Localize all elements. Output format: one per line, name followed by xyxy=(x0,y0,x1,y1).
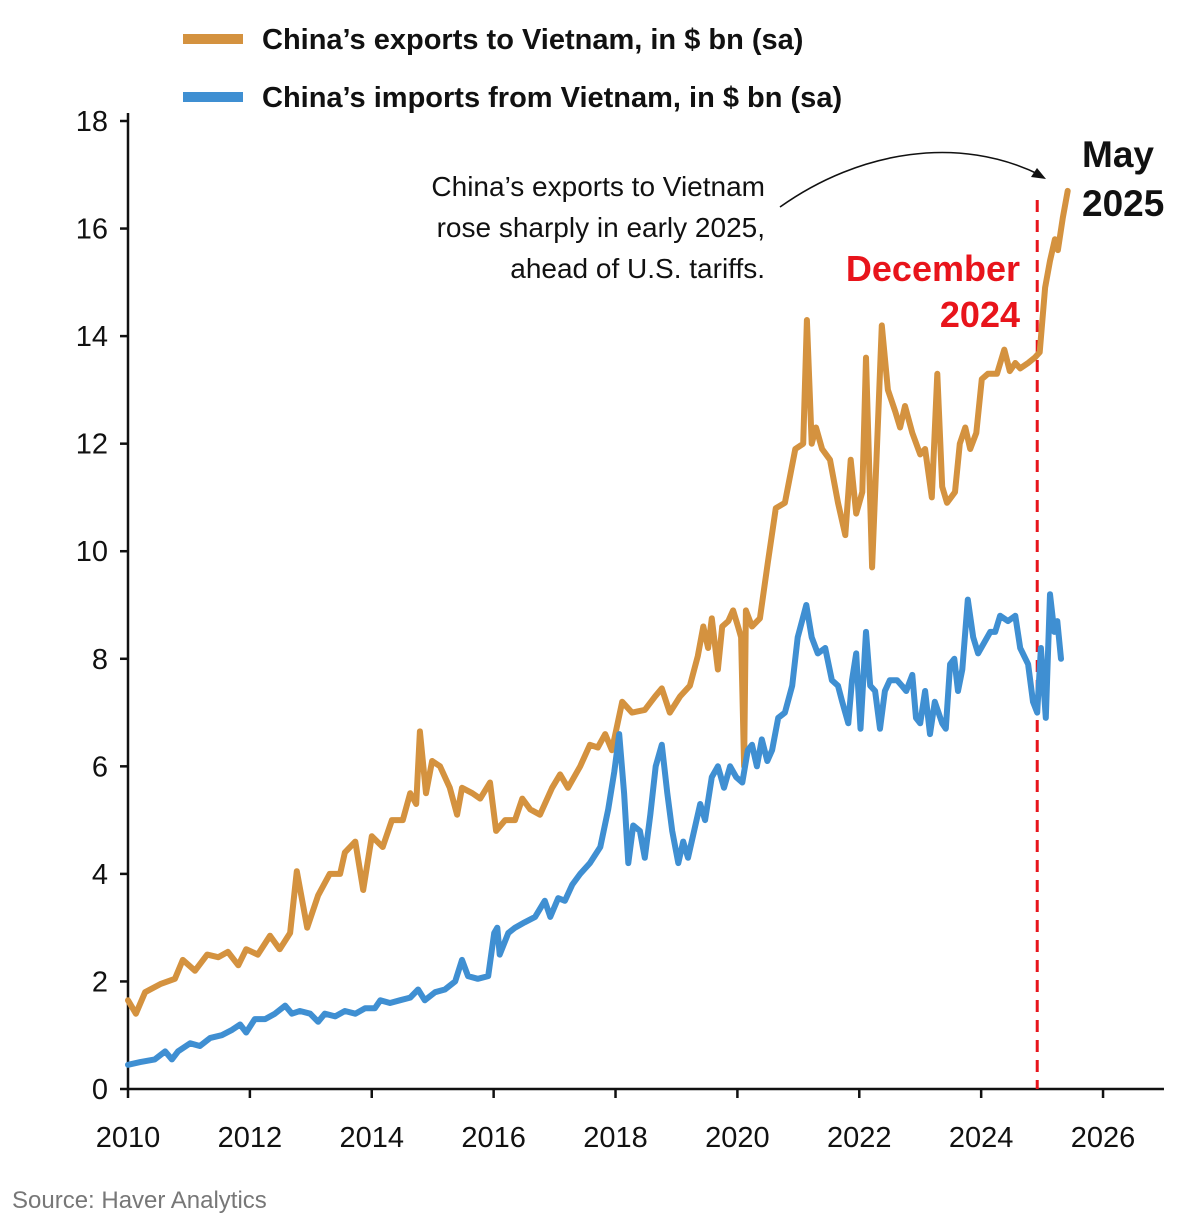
legend-label-imports: China’s imports from Vietnam, in $ bn (s… xyxy=(262,82,842,114)
legend-label-exports: China’s exports to Vietnam, in $ bn (sa) xyxy=(262,24,803,56)
y-tick-label: 8 xyxy=(92,644,108,676)
endpoint-label: May xyxy=(1082,134,1154,175)
series-line-imports xyxy=(125,591,1064,1068)
legend: China’s exports to Vietnam, in $ bn (sa)… xyxy=(183,24,842,114)
x-tick-label: 2024 xyxy=(949,1122,1014,1154)
y-tick-label: 14 xyxy=(76,321,108,353)
arrow-head-icon xyxy=(1031,168,1046,179)
x-tick-label: 2010 xyxy=(96,1122,161,1154)
annotation-note-line: ahead of U.S. tariffs. xyxy=(510,253,765,284)
x-tick-label: 2012 xyxy=(218,1122,283,1154)
y-tick-label: 6 xyxy=(92,751,108,783)
annotations: China’s exports to Vietnam rose sharply … xyxy=(431,134,1164,335)
y-tick-label: 18 xyxy=(76,106,108,138)
x-tick-label: 2014 xyxy=(340,1122,405,1154)
x-tick-label: 2020 xyxy=(705,1122,770,1154)
y-tick-label: 2 xyxy=(92,966,108,998)
marker-label: 2024 xyxy=(940,294,1020,335)
y-tick-label: 16 xyxy=(76,214,108,246)
y-tick-label: 0 xyxy=(92,1074,108,1106)
y-tick-label: 4 xyxy=(92,859,108,891)
x-tick-label: 2016 xyxy=(461,1122,526,1154)
x-tick-label: 2026 xyxy=(1071,1122,1136,1154)
axes: 0 2 4 6 8 10 12 14 16 18 2010 2012 2014 2016 2018 2020 2… xyxy=(76,106,1164,1154)
endpoint-label: 2025 xyxy=(1082,183,1164,224)
series-line-exports xyxy=(125,187,1071,1017)
x-tick-label: 2022 xyxy=(827,1122,892,1154)
y-tick-label: 12 xyxy=(76,429,108,461)
x-tick-label: 2018 xyxy=(583,1122,648,1154)
y-tick-label: 10 xyxy=(76,536,108,568)
source-note: Source: Haver Analytics xyxy=(12,1187,267,1214)
annotation-note-line: rose sharply in early 2025, xyxy=(437,212,765,243)
marker-label: December xyxy=(846,248,1020,289)
plot-area xyxy=(125,187,1071,1089)
annotation-arrow xyxy=(779,151,1041,208)
annotation-note-line: China’s exports to Vietnam xyxy=(431,171,765,202)
